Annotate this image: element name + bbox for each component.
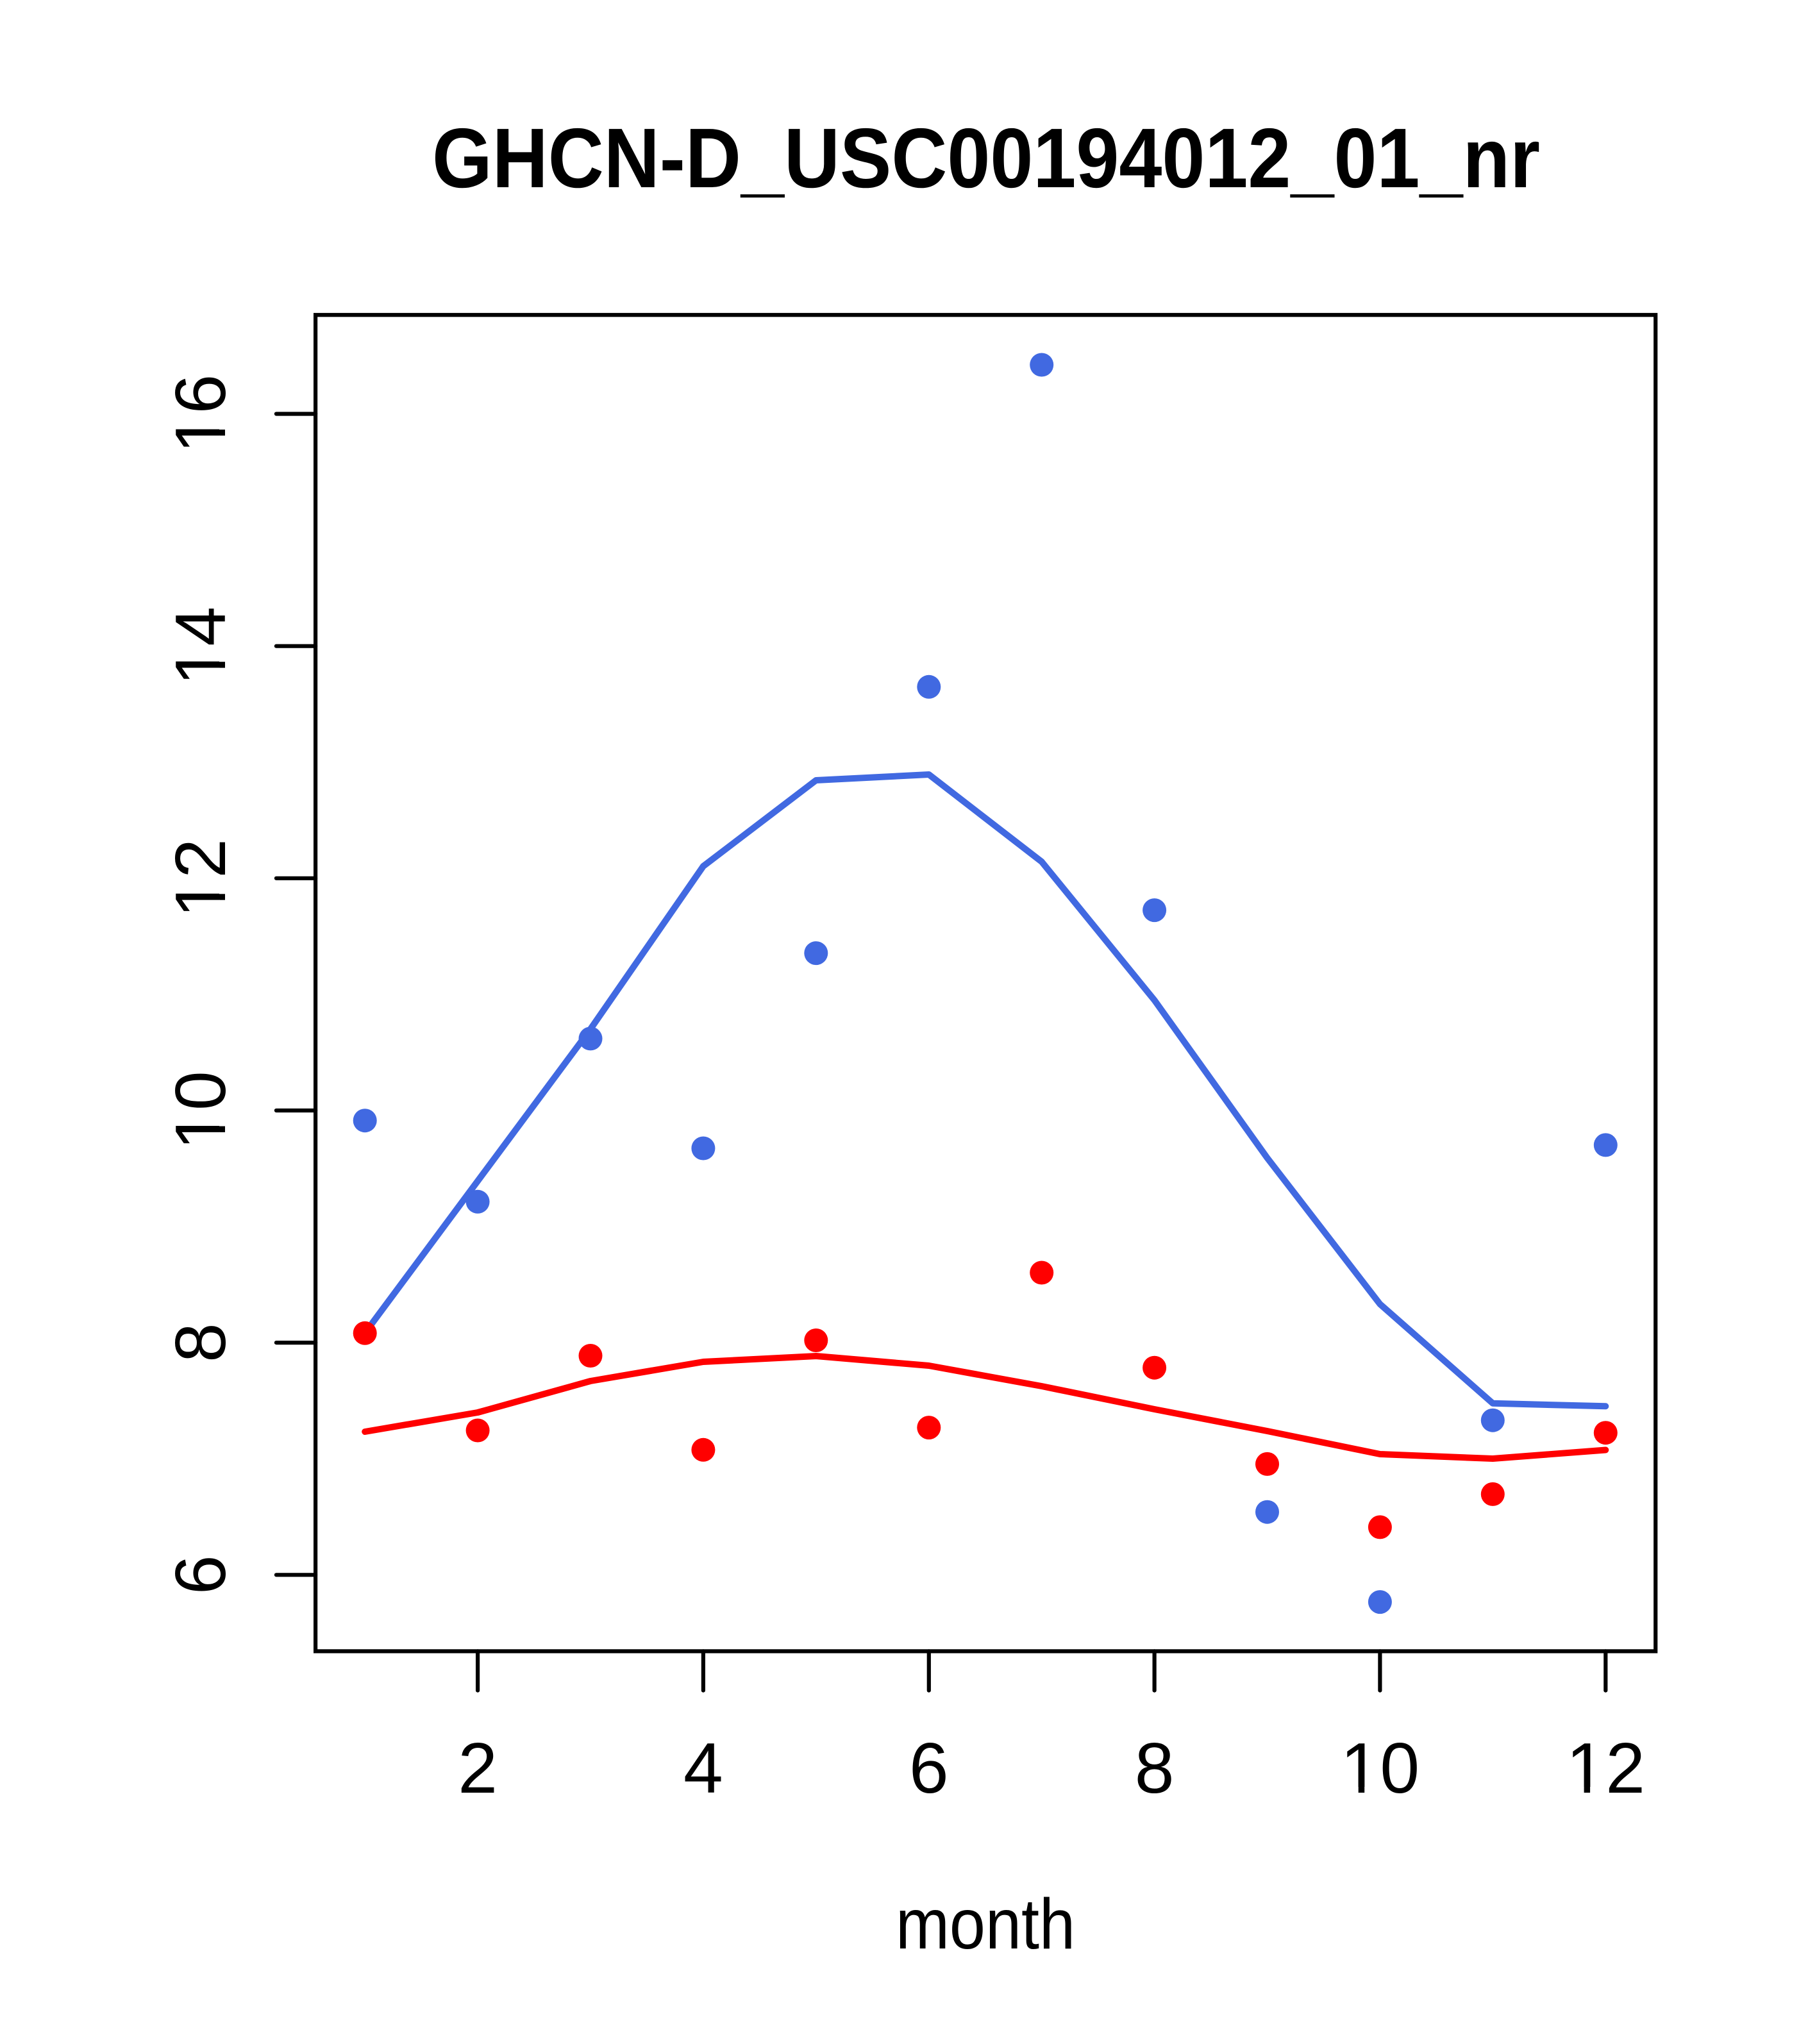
svg-text:10: 10 xyxy=(1341,1729,1419,1808)
svg-text:12: 12 xyxy=(161,839,240,917)
svg-text:2: 2 xyxy=(458,1729,498,1808)
svg-text:4: 4 xyxy=(683,1729,723,1808)
svg-text:10: 10 xyxy=(161,1071,240,1150)
svg-text:8: 8 xyxy=(1135,1729,1175,1808)
svg-text:14: 14 xyxy=(161,607,240,685)
svg-text:6: 6 xyxy=(909,1729,949,1808)
svg-text:GHCN-D_USC00194012_01_nr: GHCN-D_USC00194012_01_nr xyxy=(432,111,1540,205)
svg-text:8: 8 xyxy=(161,1323,240,1362)
svg-text:16: 16 xyxy=(161,374,240,453)
svg-text:month: month xyxy=(896,1884,1075,1964)
svg-text:12: 12 xyxy=(1566,1729,1645,1808)
svg-text:6: 6 xyxy=(161,1555,240,1595)
